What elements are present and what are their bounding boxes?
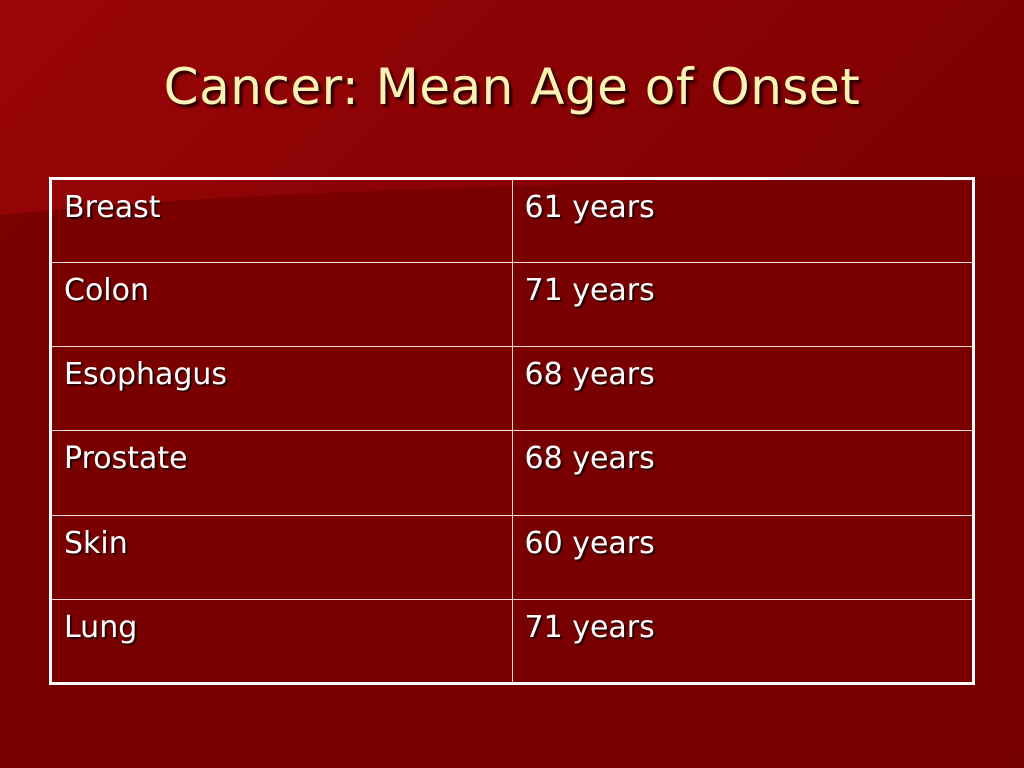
onset-age-cell: 61 years [511, 177, 974, 264]
cancer-site-cell: Breast [50, 177, 513, 264]
onset-age-cell: 68 years [511, 346, 974, 432]
table-row: Colon 71 years [50, 262, 974, 348]
cancer-site-cell: Lung [50, 598, 513, 685]
table-row: Esophagus 68 years [50, 346, 974, 432]
onset-age-cell: 60 years [511, 514, 974, 600]
onset-age-cell: 68 years [511, 430, 974, 516]
onset-age-table: Breast 61 years Colon 71 years Esophagus… [49, 177, 975, 685]
cancer-site-cell: Prostate [50, 430, 513, 516]
table-row: Prostate 68 years [50, 430, 974, 516]
table-row: Lung 71 years [50, 598, 974, 685]
table-row: Breast 61 years [50, 177, 974, 264]
slide-title: Cancer: Mean Age of Onset [163, 58, 861, 116]
onset-age-cell: 71 years [511, 598, 974, 685]
cancer-site-cell: Colon [50, 262, 513, 348]
cancer-site-cell: Skin [50, 514, 513, 600]
cancer-site-cell: Esophagus [50, 346, 513, 432]
table-row: Skin 60 years [50, 514, 974, 600]
onset-age-cell: 71 years [511, 262, 974, 348]
